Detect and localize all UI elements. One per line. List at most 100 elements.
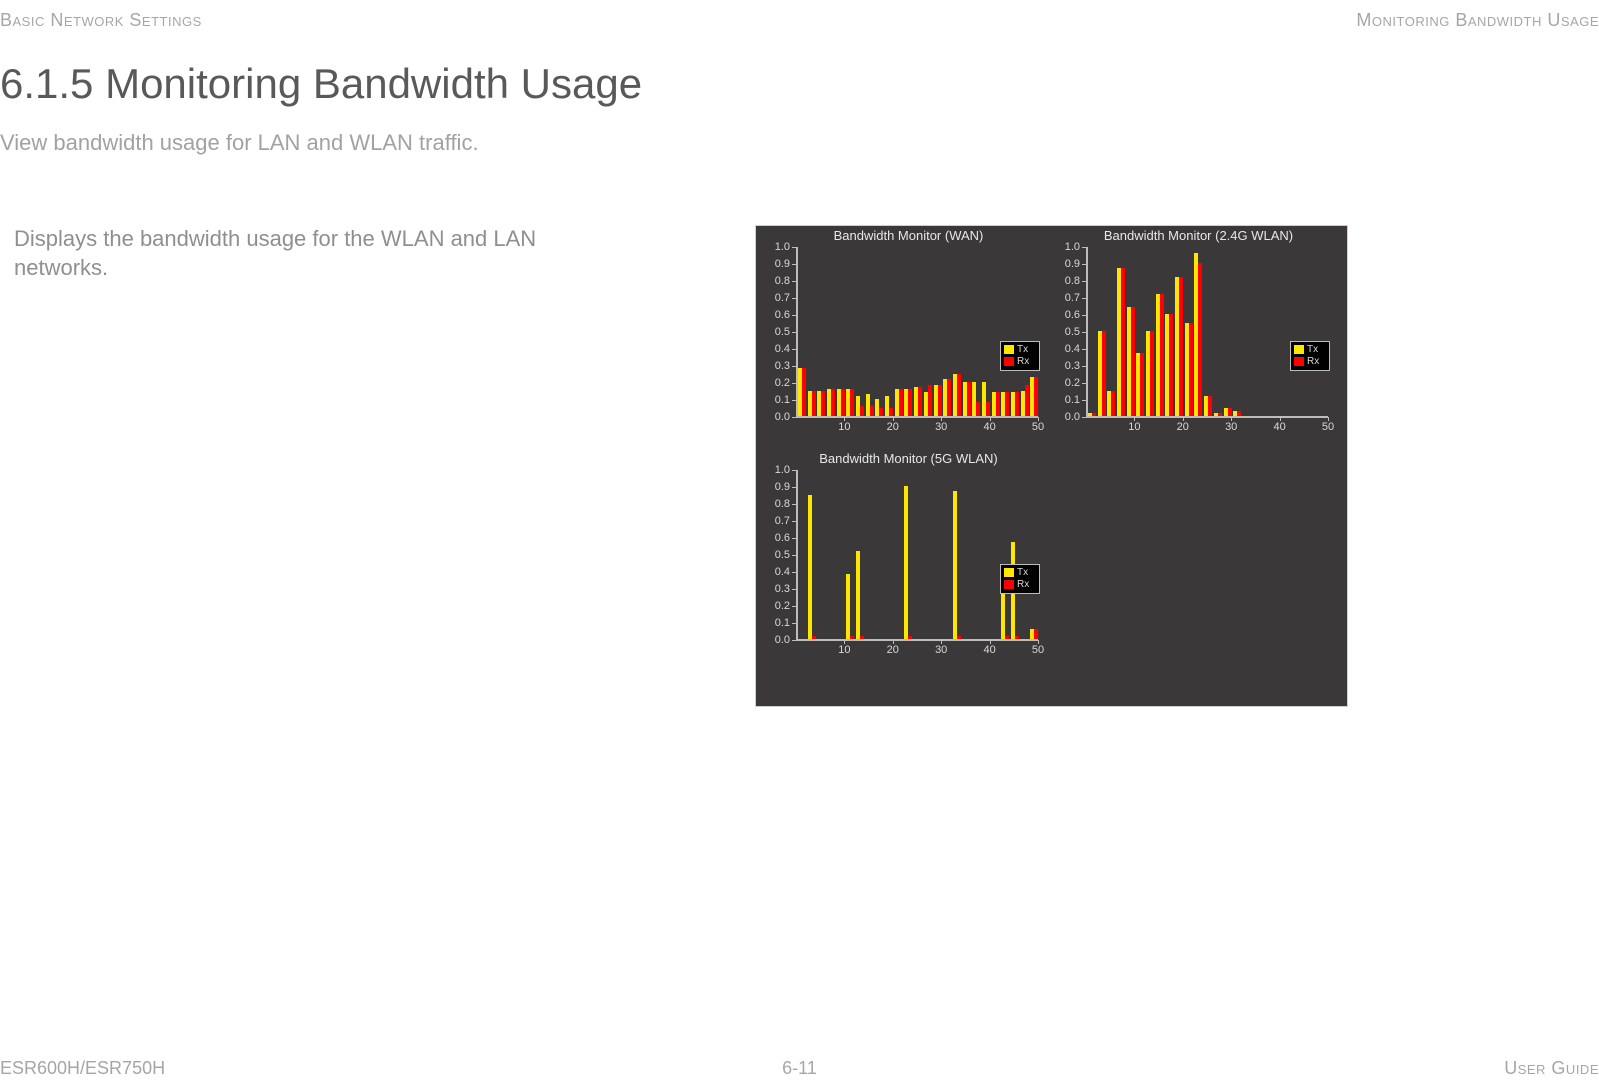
bar-rx <box>1092 413 1096 416</box>
chart-wlan24: Bandwidth Monitor (2.4G WLAN) 0.00.10.20… <box>1056 228 1341 413</box>
bar-rx <box>976 402 980 416</box>
bar-rx <box>967 382 971 416</box>
footer-center: 6-11 <box>782 1058 817 1079</box>
bar-rx <box>1121 268 1125 416</box>
x-tick-label: 20 <box>883 644 903 656</box>
x-tick-label: 50 <box>1318 421 1338 433</box>
y-tick-label: 0.5 <box>766 549 790 561</box>
bar-rx <box>860 406 864 416</box>
y-tick-label: 0.7 <box>1056 292 1080 304</box>
bar-rx <box>821 391 825 417</box>
legend-rx-label: Rx <box>1017 579 1029 590</box>
bar-rx <box>938 385 942 416</box>
y-tick-label: 1.0 <box>766 241 790 253</box>
y-tick-label: 0.6 <box>766 532 790 544</box>
chart-wan-title: Bandwidth Monitor (WAN) <box>766 228 1051 243</box>
chart-wan: Bandwidth Monitor (WAN) 0.00.10.20.30.40… <box>766 228 1051 413</box>
x-tick-label: 30 <box>931 644 951 656</box>
section-subtitle: View bandwidth usage for LAN and WLAN tr… <box>0 130 479 156</box>
charts-panel: Bandwidth Monitor (WAN) 0.00.10.20.30.40… <box>755 225 1348 707</box>
y-tick-label: 0.2 <box>1056 377 1080 389</box>
bar-rx <box>1218 413 1222 416</box>
chart-wlan5: Bandwidth Monitor (5G WLAN) 0.00.10.20.3… <box>766 451 1051 636</box>
x-tick-label: 50 <box>1028 421 1048 433</box>
bar-rx <box>1140 353 1144 416</box>
bar-rx <box>1005 636 1009 639</box>
bar-rx <box>1150 331 1154 416</box>
x-tick-label: 40 <box>1270 421 1290 433</box>
y-tick-label: 0.1 <box>1056 394 1080 406</box>
y-tick-label: 0.6 <box>1056 309 1080 321</box>
bar-rx <box>879 408 883 417</box>
bar-rx <box>928 385 932 416</box>
x-tick-label: 30 <box>931 421 951 433</box>
y-tick-label: 1.0 <box>1056 241 1080 253</box>
chart-wlan5-plot: 0.00.10.20.30.40.50.60.70.80.91.01020304… <box>796 470 1046 640</box>
y-tick-label: 0.0 <box>766 634 790 646</box>
y-tick-label: 0.7 <box>766 515 790 527</box>
bar-rx <box>908 389 912 416</box>
bar-tx <box>1001 588 1005 639</box>
bar-tx <box>953 491 957 639</box>
footer-right: User Guide <box>1504 1058 1599 1079</box>
bar-rx <box>1169 314 1173 416</box>
legend: TxRx <box>1290 341 1330 371</box>
bar-rx <box>1160 294 1164 416</box>
bar-rx <box>957 374 961 417</box>
header-left: Basic Network Settings <box>0 10 202 31</box>
y-tick-label: 0.1 <box>766 617 790 629</box>
x-tick-label: 40 <box>980 644 1000 656</box>
y-tick-label: 0.4 <box>766 566 790 578</box>
bar-tx <box>846 574 850 639</box>
bar-rx <box>1198 263 1202 416</box>
chart-wlan24-title: Bandwidth Monitor (2.4G WLAN) <box>1056 228 1341 243</box>
bar-rx <box>812 391 816 417</box>
y-tick-label: 0.8 <box>766 275 790 287</box>
description-text: Displays the bandwidth usage for the WLA… <box>14 225 604 282</box>
bar-rx <box>1005 392 1009 416</box>
bar-rx <box>1015 392 1019 416</box>
bar-rx <box>996 392 1000 416</box>
legend-tx-label: Tx <box>1017 344 1028 355</box>
y-tick-label: 0.7 <box>766 292 790 304</box>
bar-rx <box>889 408 893 417</box>
bar-rx <box>1228 408 1232 417</box>
y-tick-label: 0.9 <box>766 481 790 493</box>
bar-tx <box>856 551 860 639</box>
bar-tx <box>904 486 908 639</box>
bar-rx <box>957 636 961 639</box>
bar-rx <box>831 389 835 416</box>
bar-rx <box>986 402 990 416</box>
y-tick-label: 0.0 <box>1056 411 1080 423</box>
legend-rx-label: Rx <box>1017 356 1029 367</box>
bar-rx <box>1179 277 1183 416</box>
x-tick-label: 10 <box>834 421 854 433</box>
x-tick-label: 30 <box>1221 421 1241 433</box>
y-tick-label: 0.1 <box>766 394 790 406</box>
bar-rx <box>860 636 864 639</box>
y-tick-label: 0.4 <box>1056 343 1080 355</box>
footer-left: ESR600H/ESR750H <box>0 1058 165 1079</box>
y-tick-label: 0.2 <box>766 600 790 612</box>
x-tick-label: 10 <box>1124 421 1144 433</box>
legend: TxRx <box>1000 341 1040 371</box>
y-tick-label: 0.3 <box>1056 360 1080 372</box>
bar-rx <box>870 406 874 416</box>
x-tick-label: 50 <box>1028 644 1048 656</box>
bar-rx <box>1034 629 1038 639</box>
y-tick-label: 0.6 <box>766 309 790 321</box>
y-tick-label: 0.3 <box>766 360 790 372</box>
bar-rx <box>1015 636 1019 639</box>
bar-rx <box>812 636 816 639</box>
y-tick-label: 0.8 <box>766 498 790 510</box>
bar-rx <box>1208 396 1212 416</box>
y-tick-label: 0.8 <box>1056 275 1080 287</box>
bar-rx <box>947 379 951 416</box>
chart-wan-plot: 0.00.10.20.30.40.50.60.70.80.91.01020304… <box>796 247 1046 417</box>
chart-wlan24-plot: 0.00.10.20.30.40.50.60.70.80.91.01020304… <box>1086 247 1336 417</box>
x-tick-label: 20 <box>883 421 903 433</box>
header-right: Monitoring Bandwidth Usage <box>1356 10 1599 31</box>
bar-rx <box>802 368 806 416</box>
bar-rx <box>899 389 903 416</box>
bar-rx <box>1237 411 1241 416</box>
